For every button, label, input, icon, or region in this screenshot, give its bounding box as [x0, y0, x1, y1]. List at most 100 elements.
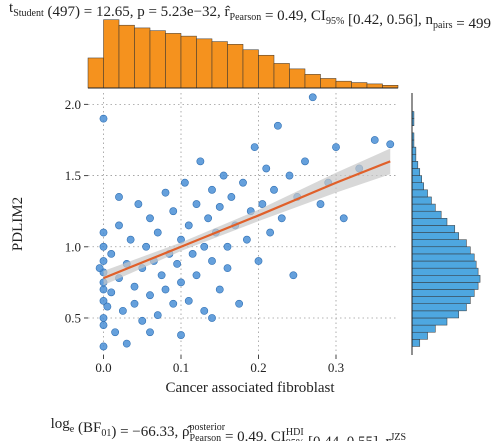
histogram-bar: [411, 232, 459, 240]
x-tick-label: 0.1: [173, 360, 189, 375]
point: [208, 185, 216, 194]
point: [111, 328, 120, 337]
subscript: 95%: [326, 16, 344, 27]
histogram-bar: [411, 275, 481, 283]
histogram-bar: [149, 30, 166, 89]
histogram-bar: [227, 44, 244, 89]
point: [99, 242, 108, 251]
histogram-bar: [411, 246, 471, 255]
subscript: 01: [101, 428, 111, 439]
point: [134, 200, 143, 208]
histogram-bar: [411, 189, 428, 198]
histogram-bar: [411, 267, 479, 276]
point: [146, 328, 154, 337]
point: [223, 242, 232, 251]
point: [157, 271, 166, 280]
text-part: ρ̂: [182, 424, 192, 440]
fit-line: [103, 160, 391, 280]
histogram-bar: [411, 175, 422, 183]
caption-text: loge (BF01) = −66.33, ρ̂posterior Pearson…: [51, 416, 450, 441]
x-tick-label: 0.0: [95, 360, 111, 375]
point: [289, 271, 298, 280]
point: [153, 228, 162, 237]
histogram-bar: [366, 83, 383, 89]
text-part: = 1.41: [407, 439, 449, 441]
text-part: = 499: [452, 16, 490, 32]
point: [196, 157, 205, 166]
point: [99, 228, 108, 237]
point: [242, 235, 251, 244]
histogram-bar: [118, 24, 135, 89]
point: [270, 185, 278, 194]
superscript: posterior: [190, 422, 226, 433]
point: [301, 157, 309, 166]
point: [316, 200, 325, 208]
histogram-bar: [411, 310, 459, 319]
text-part: = 0.49, CI: [221, 429, 286, 441]
histogram-bar: [87, 57, 104, 89]
point: [273, 121, 282, 130]
point: [219, 171, 228, 180]
x-tick-label: 0.3: [328, 360, 344, 375]
point: [142, 242, 151, 251]
point: [153, 311, 162, 320]
point: [115, 221, 123, 230]
histogram-bar: [320, 78, 337, 89]
point: [223, 264, 232, 273]
y-tick-label: 2.0: [65, 97, 81, 112]
point: [254, 257, 263, 265]
histogram-bar: [411, 331, 428, 340]
point: [239, 178, 247, 187]
subscript: Pearson: [190, 433, 222, 441]
point: [215, 203, 224, 211]
point: [386, 140, 395, 149]
histogram-bar: [411, 339, 421, 347]
subscript: e: [70, 424, 75, 435]
histogram-bar: [411, 182, 424, 191]
point: [177, 331, 185, 339]
point: [107, 250, 116, 258]
histogram-bar: [411, 317, 448, 326]
x-axis-label: Cancer associated fibroblast: [165, 380, 335, 396]
point: [177, 278, 185, 287]
subtitle-text: tStudent (497) = 12.65, p = 5.23e−32, r̂…: [9, 0, 491, 32]
histogram-bar: [411, 282, 479, 290]
histogram-bar: [411, 296, 471, 304]
point: [99, 114, 108, 123]
point: [266, 228, 275, 237]
text-part: p: [137, 4, 145, 20]
point: [169, 299, 178, 308]
point: [99, 342, 108, 351]
point: [258, 200, 267, 208]
y-tick-label: 1.5: [65, 168, 81, 183]
point: [103, 302, 112, 311]
point: [204, 214, 213, 223]
point: [285, 171, 294, 180]
point: [215, 285, 224, 294]
histogram-bar: [273, 63, 290, 89]
histogram-bar: [411, 239, 467, 248]
histogram-bar: [304, 74, 321, 89]
histogram-bar: [411, 203, 436, 212]
subscript: 95%: [286, 438, 304, 441]
y-tick-label: 1.0: [65, 239, 81, 254]
point: [262, 164, 271, 173]
point: [277, 214, 286, 223]
y-axis-label: PDLIM2: [10, 197, 26, 251]
text-part: ) = −66.33,: [111, 424, 182, 440]
histogram-bar: [351, 82, 368, 89]
text-part: log: [51, 416, 71, 432]
point: [130, 299, 139, 308]
subscript: Pearson: [230, 12, 262, 23]
point: [208, 314, 216, 322]
point: [99, 257, 108, 265]
point: [99, 285, 108, 294]
histogram-bar: [411, 324, 436, 333]
point: [169, 207, 178, 216]
subscript: Student: [13, 8, 44, 19]
point: [118, 306, 127, 315]
histogram-bar: [335, 80, 352, 89]
text-part: (BF: [74, 420, 101, 436]
